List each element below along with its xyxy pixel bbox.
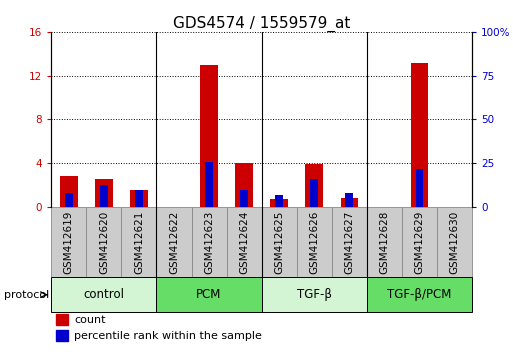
- Bar: [305, 164, 323, 207]
- Bar: [200, 65, 218, 207]
- Text: count: count: [74, 315, 106, 325]
- Bar: [227, 207, 262, 277]
- Bar: [262, 207, 297, 277]
- Bar: [437, 207, 472, 277]
- Text: TGF-β: TGF-β: [297, 288, 332, 301]
- Text: GSM412623: GSM412623: [204, 210, 214, 274]
- Text: GSM412625: GSM412625: [274, 210, 284, 274]
- Bar: [341, 198, 358, 207]
- Bar: [122, 207, 156, 277]
- Bar: [270, 199, 288, 207]
- Bar: [262, 277, 367, 312]
- Bar: [156, 277, 262, 312]
- Text: GSM412629: GSM412629: [415, 210, 424, 274]
- Bar: [55, 330, 68, 341]
- Text: GSM412626: GSM412626: [309, 210, 319, 274]
- Text: GSM412621: GSM412621: [134, 210, 144, 274]
- Bar: [51, 277, 156, 312]
- Text: protocol: protocol: [4, 290, 50, 300]
- Bar: [235, 163, 253, 207]
- Text: percentile rank within the sample: percentile rank within the sample: [74, 331, 262, 341]
- Text: GSM412620: GSM412620: [99, 211, 109, 274]
- Bar: [156, 207, 191, 277]
- Bar: [100, 185, 108, 207]
- Text: control: control: [84, 288, 124, 301]
- Bar: [130, 189, 148, 207]
- Bar: [191, 207, 227, 277]
- Text: GSM412627: GSM412627: [344, 210, 354, 274]
- Text: GSM412630: GSM412630: [449, 211, 460, 274]
- Bar: [345, 193, 353, 207]
- Bar: [51, 207, 86, 277]
- Bar: [55, 314, 68, 325]
- Bar: [367, 277, 472, 312]
- Bar: [297, 207, 332, 277]
- Title: GDS4574 / 1559579_at: GDS4574 / 1559579_at: [173, 16, 350, 32]
- Bar: [367, 207, 402, 277]
- Text: GSM412619: GSM412619: [64, 210, 74, 274]
- Text: GSM412624: GSM412624: [239, 210, 249, 274]
- Bar: [135, 189, 143, 207]
- Bar: [332, 207, 367, 277]
- Bar: [86, 207, 122, 277]
- Bar: [310, 179, 318, 207]
- Text: TGF-β/PCM: TGF-β/PCM: [387, 288, 451, 301]
- Text: PCM: PCM: [196, 288, 222, 301]
- Text: GSM412628: GSM412628: [379, 210, 389, 274]
- Bar: [416, 169, 423, 207]
- Bar: [275, 195, 283, 207]
- Bar: [95, 179, 113, 207]
- Text: GSM412622: GSM412622: [169, 210, 179, 274]
- Bar: [205, 161, 213, 207]
- Bar: [402, 207, 437, 277]
- Bar: [410, 63, 428, 207]
- Bar: [65, 193, 73, 207]
- Bar: [60, 176, 77, 207]
- Bar: [240, 189, 248, 207]
